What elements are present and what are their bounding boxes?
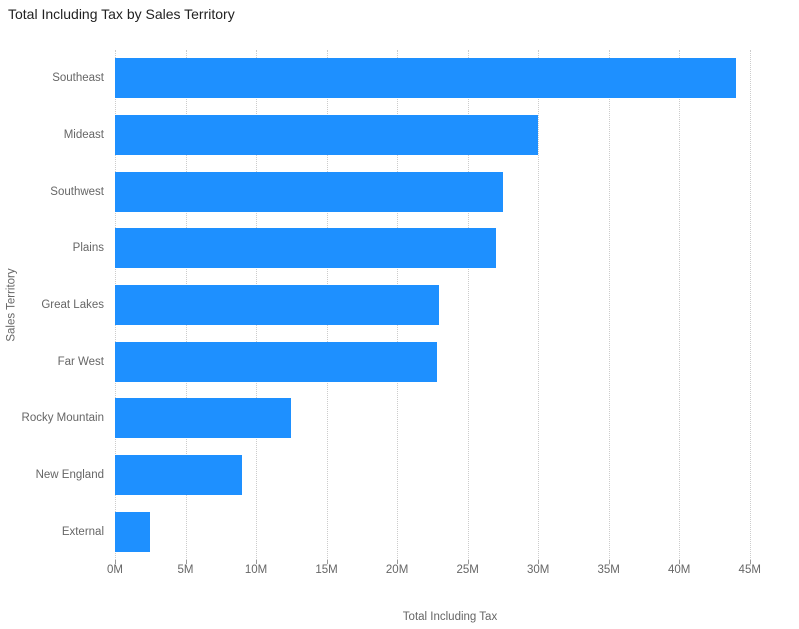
bar-row: [115, 115, 785, 155]
chart-container: Total Including Tax by Sales Territory S…: [0, 0, 799, 629]
y-category-label: Mideast: [0, 115, 110, 155]
bar[interactable]: [115, 398, 291, 438]
bar[interactable]: [115, 512, 150, 552]
x-tick-mark: [186, 560, 187, 564]
y-category-label: Southeast: [0, 58, 110, 98]
y-category-label: Great Lakes: [0, 285, 110, 325]
bar[interactable]: [115, 455, 242, 495]
y-category-label: Far West: [0, 342, 110, 382]
x-tick-label: 0M: [107, 564, 123, 576]
x-tick-mark: [609, 560, 610, 564]
bar-row: [115, 228, 785, 268]
y-category-label: Southwest: [0, 172, 110, 212]
x-tick-label: 25M: [456, 564, 478, 576]
y-axis-labels: Southeast Mideast Southwest Plains Great Lak…: [0, 50, 110, 560]
x-axis-title: Total Including Tax: [115, 611, 785, 623]
x-tick-mark: [750, 560, 751, 564]
chart-title: Total Including Tax by Sales Territory: [8, 6, 235, 22]
bar[interactable]: [115, 115, 538, 155]
x-tick-mark: [538, 560, 539, 564]
plot-area: [115, 50, 785, 560]
bar[interactable]: [115, 342, 437, 382]
x-tick-mark: [468, 560, 469, 564]
x-tick-label: 20M: [386, 564, 408, 576]
x-tick-mark: [115, 560, 116, 564]
x-tick-mark: [256, 560, 257, 564]
x-tick-mark: [397, 560, 398, 564]
bar-row: [115, 342, 785, 382]
bar-row: [115, 455, 785, 495]
bar-row: [115, 172, 785, 212]
x-tick-label: 10M: [245, 564, 267, 576]
y-category-label: Plains: [0, 228, 110, 268]
x-tick-label: 35M: [597, 564, 619, 576]
bar[interactable]: [115, 228, 496, 268]
bar-row: [115, 285, 785, 325]
bar[interactable]: [115, 172, 503, 212]
x-tick-label: 30M: [527, 564, 549, 576]
bar[interactable]: [115, 285, 439, 325]
x-tick-mark: [679, 560, 680, 564]
bar-row: [115, 512, 785, 552]
y-category-label: New England: [0, 455, 110, 495]
bar[interactable]: [115, 58, 736, 98]
y-category-label: Rocky Mountain: [0, 398, 110, 438]
bar-row: [115, 398, 785, 438]
bars-group: [115, 50, 785, 560]
bar-row: [115, 58, 785, 98]
y-category-label: External: [0, 512, 110, 552]
x-tick-label: 5M: [178, 564, 194, 576]
x-tick-mark: [327, 560, 328, 564]
x-tick-label: 15M: [315, 564, 337, 576]
x-axis-ticks: 0M5M10M15M20M25M30M35M40M45M: [115, 560, 785, 580]
x-tick-label: 40M: [668, 564, 690, 576]
x-tick-label: 45M: [739, 564, 761, 576]
